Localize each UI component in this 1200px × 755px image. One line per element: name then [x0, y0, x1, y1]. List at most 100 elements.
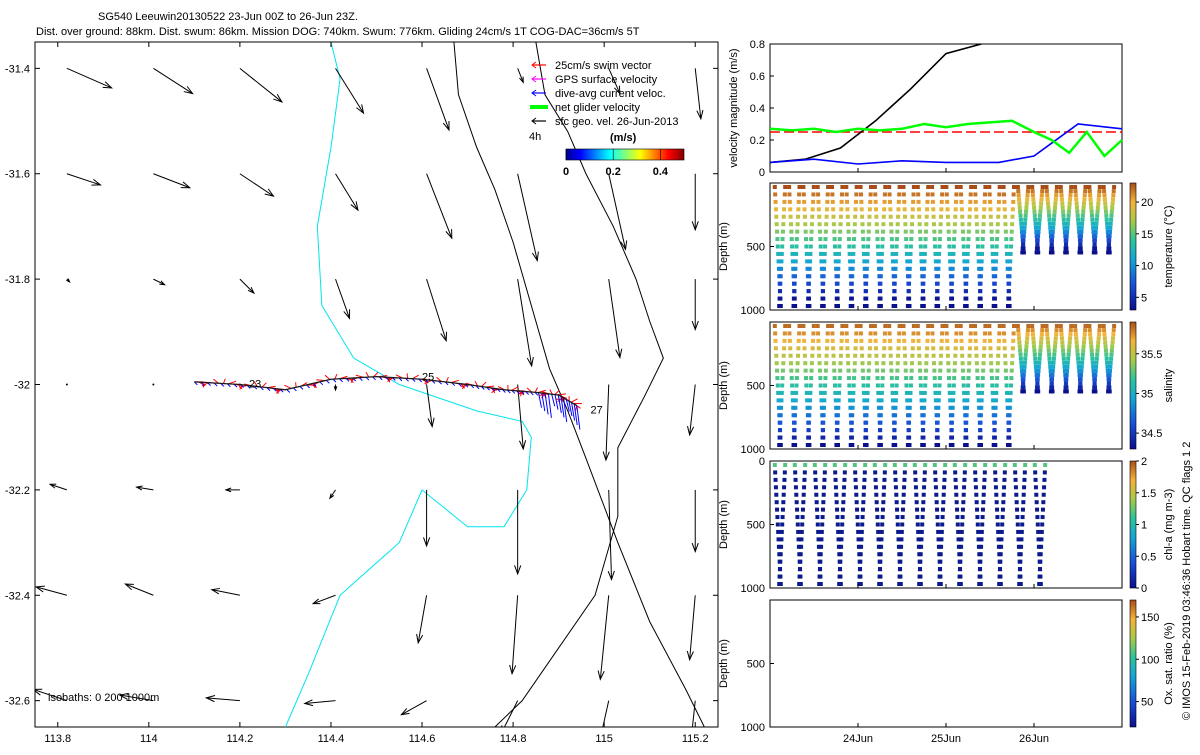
dive-sample	[775, 237, 779, 241]
dive-sample	[1024, 349, 1028, 353]
dive-sample	[892, 297, 896, 301]
dive-sample	[1003, 207, 1007, 211]
dive-sample	[935, 436, 939, 440]
dive-sample	[958, 575, 962, 579]
dive-sample	[803, 215, 807, 219]
dive-sample	[1043, 470, 1047, 474]
dive-sample	[935, 500, 939, 504]
dive-sample	[868, 354, 872, 358]
dive-sample	[980, 391, 984, 395]
dive-sample	[1076, 218, 1080, 222]
dive-sample	[1005, 245, 1009, 249]
dive-sample	[959, 339, 963, 343]
dive-sample	[1075, 201, 1079, 205]
dive-sample	[1002, 339, 1006, 343]
dive-sample	[920, 304, 924, 308]
dive-sample	[1033, 357, 1037, 361]
dive-sample	[938, 245, 942, 249]
dive-sample	[837, 259, 841, 263]
dive-sample	[903, 207, 907, 211]
dive-sample	[1089, 205, 1093, 209]
dive-sample	[953, 369, 957, 373]
dive-sample	[795, 245, 799, 249]
dive-sample	[866, 376, 870, 380]
dive-sample	[990, 384, 994, 388]
dive-sample	[1065, 365, 1069, 369]
dive-sample	[959, 324, 963, 328]
dive-sample	[916, 192, 920, 196]
dive-sample	[852, 384, 856, 388]
dive-sample	[1079, 373, 1083, 377]
dive-sample	[935, 304, 939, 308]
dive-sample	[1080, 226, 1084, 230]
depth-y-tick-label: 1000	[741, 305, 765, 317]
dive-sample	[954, 493, 958, 497]
dive-sample	[997, 582, 1001, 586]
map-x-tick-label: 113.8	[44, 733, 71, 745]
dive-sample	[1051, 226, 1055, 230]
dive-sample	[1076, 214, 1080, 218]
dive-sample	[1073, 324, 1077, 328]
dive-sample	[936, 523, 940, 527]
dive-sample	[832, 354, 836, 358]
dive-sample	[804, 376, 808, 380]
dive-sample	[1107, 377, 1111, 381]
dive-sample	[778, 289, 782, 293]
dive-sample	[904, 376, 908, 380]
dive-sample	[910, 222, 914, 226]
legend-label: sfc geo. vel. 26-Jun-2013	[555, 116, 679, 128]
dive-sample	[939, 552, 943, 556]
dive-sample	[892, 436, 896, 440]
dive-sample	[917, 215, 921, 219]
dive-sample	[919, 384, 923, 388]
dive-sample	[833, 384, 837, 388]
dive-sample	[1097, 328, 1101, 332]
dive-sample	[854, 339, 858, 343]
dive-sample	[1018, 344, 1022, 348]
depth-colorbar-label: temperature (°C)	[1163, 205, 1175, 287]
dive-sample	[951, 259, 955, 263]
dive-sample	[1024, 205, 1028, 209]
dive-sample	[1011, 200, 1015, 204]
dive-sample	[859, 339, 863, 343]
dive-sample	[858, 567, 862, 571]
depth-y-tick-label: 0	[759, 456, 765, 468]
dive-sample	[1019, 218, 1023, 222]
dive-sample	[779, 406, 783, 410]
dive-sample	[968, 354, 972, 358]
dive-sample	[1031, 197, 1035, 201]
dive-sample	[773, 324, 777, 328]
dive-sample	[1091, 361, 1095, 365]
dive-sample	[880, 523, 884, 527]
dive-sample	[1003, 354, 1007, 358]
dive-sample	[819, 245, 823, 249]
dive-sample	[1112, 185, 1116, 189]
dive-sample	[937, 259, 941, 263]
dive-sample	[974, 493, 978, 497]
dive-sample	[932, 354, 936, 358]
dive-sample	[996, 222, 1000, 226]
dive-sample	[792, 304, 796, 308]
dive-sample	[808, 252, 812, 256]
dive-sample	[912, 192, 916, 196]
dive-sample	[839, 215, 843, 219]
dive-sample	[949, 436, 953, 440]
dive-sample	[1020, 389, 1024, 393]
dive-sample	[845, 346, 849, 350]
dive-sample	[1042, 478, 1046, 482]
dive-sample	[878, 282, 882, 286]
dive-sample	[925, 215, 929, 219]
dive-sample	[930, 185, 934, 189]
dive-sample	[867, 222, 871, 226]
dive-sample	[1050, 234, 1054, 238]
dive-sample	[965, 267, 969, 271]
dive-sample	[901, 500, 905, 504]
dive-sample	[1065, 369, 1069, 373]
dive-sample	[819, 545, 823, 549]
dive-sample	[1094, 222, 1098, 226]
dive-sample	[1082, 344, 1086, 348]
dive-sample	[1055, 328, 1059, 332]
dive-sample	[860, 354, 864, 358]
dive-sample	[996, 215, 1000, 219]
dive-sample	[874, 493, 878, 497]
